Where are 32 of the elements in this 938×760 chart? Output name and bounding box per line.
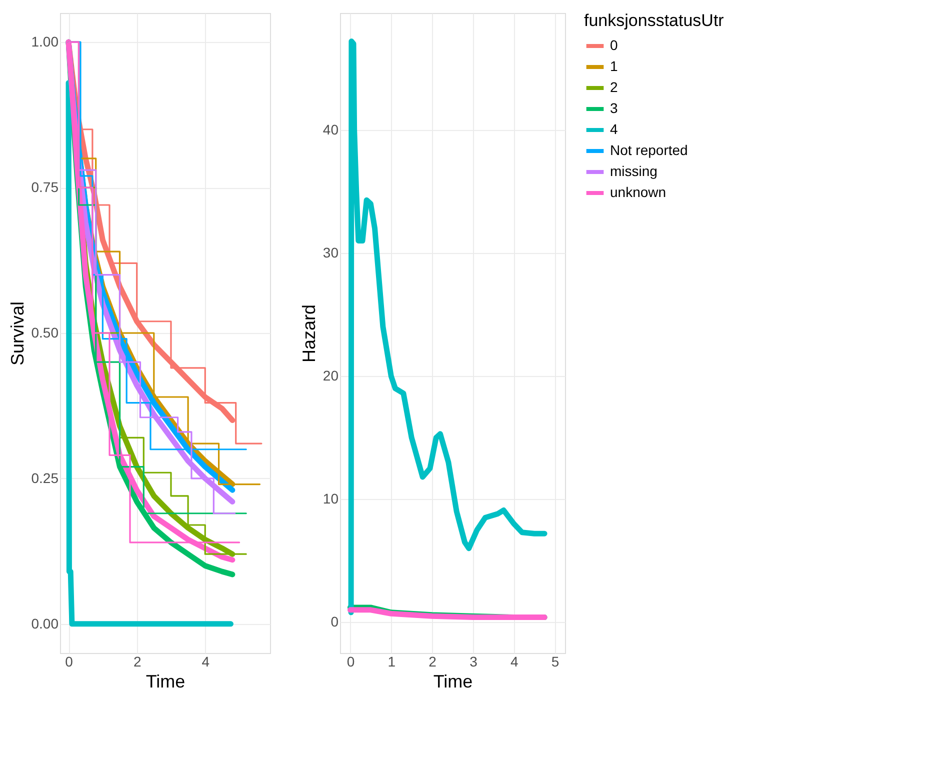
x-tick-label: 2 <box>133 654 142 670</box>
legend-label: missing <box>610 163 658 179</box>
x-axis-title: Time <box>146 672 186 692</box>
y-tick-label: 0.50 <box>31 324 59 340</box>
legend-label: 0 <box>610 37 618 53</box>
x-tick-label: 5 <box>551 654 560 670</box>
legend-label: 1 <box>610 58 618 74</box>
legend-title: funksjonsstatusUtr <box>584 11 724 30</box>
y-tick-label: 1.00 <box>31 34 59 50</box>
legend-label: 3 <box>610 100 618 116</box>
x-tick-label: 1 <box>388 654 396 670</box>
y-tick-label: 10 <box>322 490 339 507</box>
y-tick-label: 20 <box>322 368 339 384</box>
x-tick-label: 4 <box>202 654 210 670</box>
y-tick-label: 30 <box>322 244 339 260</box>
legend-label: 2 <box>610 79 618 95</box>
legend-label: unknown <box>610 184 666 200</box>
y-tick-label: 40 <box>322 121 339 138</box>
y-tick-label: 0 <box>330 614 339 630</box>
x-tick-label: 4 <box>510 654 518 670</box>
y-tick-label: 0.75 <box>31 179 59 196</box>
x-tick-label: 0 <box>65 654 74 670</box>
y-axis-title: Survival <box>7 301 28 366</box>
x-tick-label: 2 <box>428 654 437 670</box>
x-tick-label: 3 <box>470 654 478 670</box>
x-axis-title: Time <box>433 672 473 692</box>
x-tick-label: 0 <box>346 654 355 670</box>
y-axis-title: Hazard <box>298 304 319 363</box>
y-tick-label: 0.00 <box>31 615 59 632</box>
legend-label: 4 <box>610 121 618 137</box>
y-tick-label: 0.25 <box>31 470 59 486</box>
legend-label: Not reported <box>610 142 688 158</box>
